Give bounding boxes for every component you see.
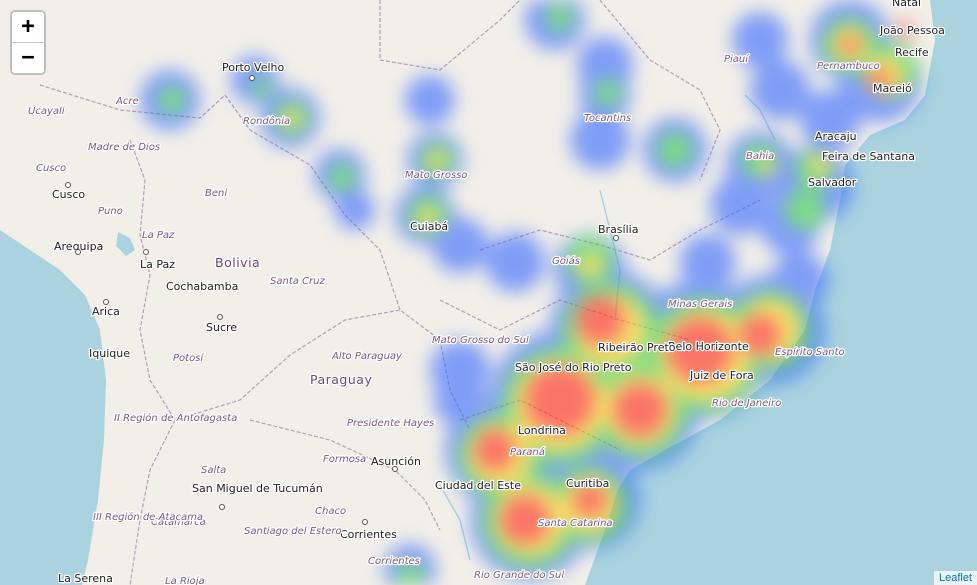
lake-titicaca (116, 232, 135, 256)
zoom-control: + − (10, 10, 46, 75)
leaflet-attribution-link[interactable]: Leaflet (938, 572, 972, 584)
heat-peak (475, 22, 913, 544)
zoom-in-button[interactable]: + (12, 12, 44, 42)
zoom-out-button[interactable]: − (12, 42, 44, 73)
pacific-coast (0, 230, 106, 585)
attribution: Leaflet (933, 571, 977, 585)
